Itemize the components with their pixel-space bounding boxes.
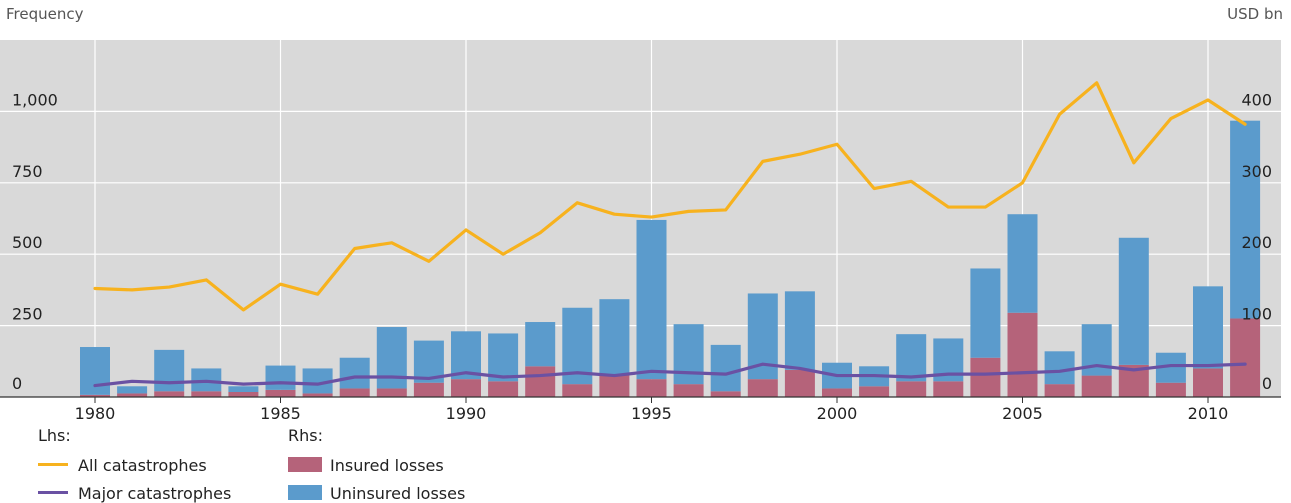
y-right-tick-label-300: 300 [1241, 162, 1272, 181]
legend-item-uninsured-losses: Uninsured losses [288, 484, 465, 503]
y-left-tick-label-250: 250 [12, 305, 43, 324]
bar-uninsured-1997 [710, 344, 741, 392]
bar-insured-2010 [1193, 368, 1223, 397]
legend-lhs-label: Lhs: [38, 426, 71, 445]
bar-insured-1990 [451, 379, 481, 397]
left-axis-title: Frequency [6, 5, 84, 23]
bar-insured-1991 [488, 381, 519, 397]
bar-uninsured-2011 [1230, 120, 1261, 319]
bar-uninsured-1996 [673, 324, 704, 385]
line-major-catastrophes [93, 362, 1247, 388]
bar-insured-1980 [80, 394, 110, 397]
bar-uninsured-1988 [376, 327, 407, 389]
bar-insured-1999 [784, 369, 815, 397]
legend-item-all-catastrophes: All catastrophes [38, 456, 207, 475]
bar-uninsured-1987 [339, 357, 370, 389]
bar-insured-2003 [933, 381, 964, 397]
bar-uninsured-2004 [970, 268, 1001, 358]
bar-insured-1998 [747, 379, 778, 397]
bar-insured-1995 [636, 379, 667, 397]
bar-insured-1997 [710, 391, 741, 397]
y-left-tick-label-750: 750 [12, 162, 43, 181]
legend-label-major-catastrophes: Major catastrophes [78, 484, 232, 503]
bar-uninsured-1999 [784, 291, 815, 370]
bar-uninsured-1991 [488, 333, 519, 382]
bar-insured-1986 [302, 393, 333, 397]
bar-uninsured-1984 [228, 386, 259, 393]
bar-uninsured-2010 [1193, 286, 1223, 369]
line-all-catastrophes [93, 81, 1247, 312]
legend-swatch-uninsured-losses [288, 485, 322, 500]
bar-uninsured-1992 [525, 322, 556, 367]
y-right-tick-label-100: 100 [1241, 305, 1272, 324]
x-tick-label-2005: 2005 [1002, 404, 1043, 423]
legend-swatch-all-catastrophes [38, 463, 68, 466]
bar-uninsured-2006 [1044, 351, 1075, 385]
bar-insured-2002 [896, 381, 927, 397]
bar-insured-2009 [1155, 382, 1186, 397]
x-tick-label-1980: 1980 [75, 404, 116, 423]
bar-insured-1981 [117, 393, 148, 397]
x-tick-label-2000: 2000 [817, 404, 858, 423]
bar-insured-2004 [970, 357, 1001, 397]
bar-uninsured-2002 [896, 334, 927, 382]
bar-insured-2007 [1081, 375, 1112, 397]
legend-label-all-catastrophes: All catastrophes [78, 456, 207, 475]
y-right-tick-label-400: 400 [1241, 90, 1272, 109]
catastrophes-chart: 1980 1985 1990 1995 2000 2005 201002505007501,… [0, 40, 1281, 423]
bar-uninsured-1994 [599, 299, 630, 375]
bar-insured-1987 [339, 388, 370, 397]
legend-label-uninsured-losses: Uninsured losses [330, 484, 466, 503]
x-tick-label-1985: 1985 [260, 404, 301, 423]
bar-insured-1993 [562, 384, 593, 397]
legend-item-major-catastrophes: Major catastrophes [38, 484, 231, 503]
bar-insured-1985 [265, 389, 296, 397]
bar-insured-2006 [1044, 384, 1075, 397]
y-right-tick-label-0: 0 [1262, 374, 1272, 393]
bar-uninsured-1981 [117, 386, 148, 394]
bar-uninsured-1982 [154, 349, 185, 392]
bar-uninsured-1995 [636, 219, 667, 380]
bar-insured-2011 [1230, 318, 1261, 397]
bar-insured-1988 [376, 388, 407, 397]
y-left-tick-label-0: 0 [12, 374, 22, 393]
bar-insured-1989 [413, 382, 444, 397]
legend-item-insured-losses: Insured losses [288, 456, 444, 475]
x-tick-label-1995: 1995 [631, 404, 672, 423]
bar-uninsured-1985 [265, 365, 296, 390]
legend-label-insured-losses: Insured losses [330, 456, 444, 475]
legend-rhs-label: Rhs: [288, 426, 323, 445]
bar-insured-1984 [228, 392, 259, 397]
bar-insured-1996 [673, 384, 704, 397]
x-tick-label-2010: 2010 [1188, 404, 1229, 423]
y-left-tick-label-1000: 1,000 [12, 90, 58, 109]
bar-insured-1982 [154, 391, 185, 397]
bar-insured-2005 [1007, 312, 1038, 397]
legend-swatch-insured-losses [288, 457, 322, 472]
bar-uninsured-2005 [1007, 214, 1038, 313]
bar-insured-1992 [525, 366, 556, 397]
bar-uninsured-2008 [1118, 237, 1149, 365]
bar-insured-1983 [191, 391, 222, 397]
bar-insured-2000 [822, 388, 852, 397]
bar-uninsured-1980 [80, 347, 110, 395]
bar-insured-1994 [599, 374, 630, 397]
y-left-tick-label-500: 500 [12, 233, 43, 252]
x-tick-label-1990: 1990 [446, 404, 487, 423]
legend-swatch-major-catastrophes [38, 491, 68, 494]
y-right-tick-label-200: 200 [1241, 233, 1272, 252]
bar-insured-2001 [859, 386, 890, 397]
right-axis-title: USD bn [1227, 5, 1283, 23]
